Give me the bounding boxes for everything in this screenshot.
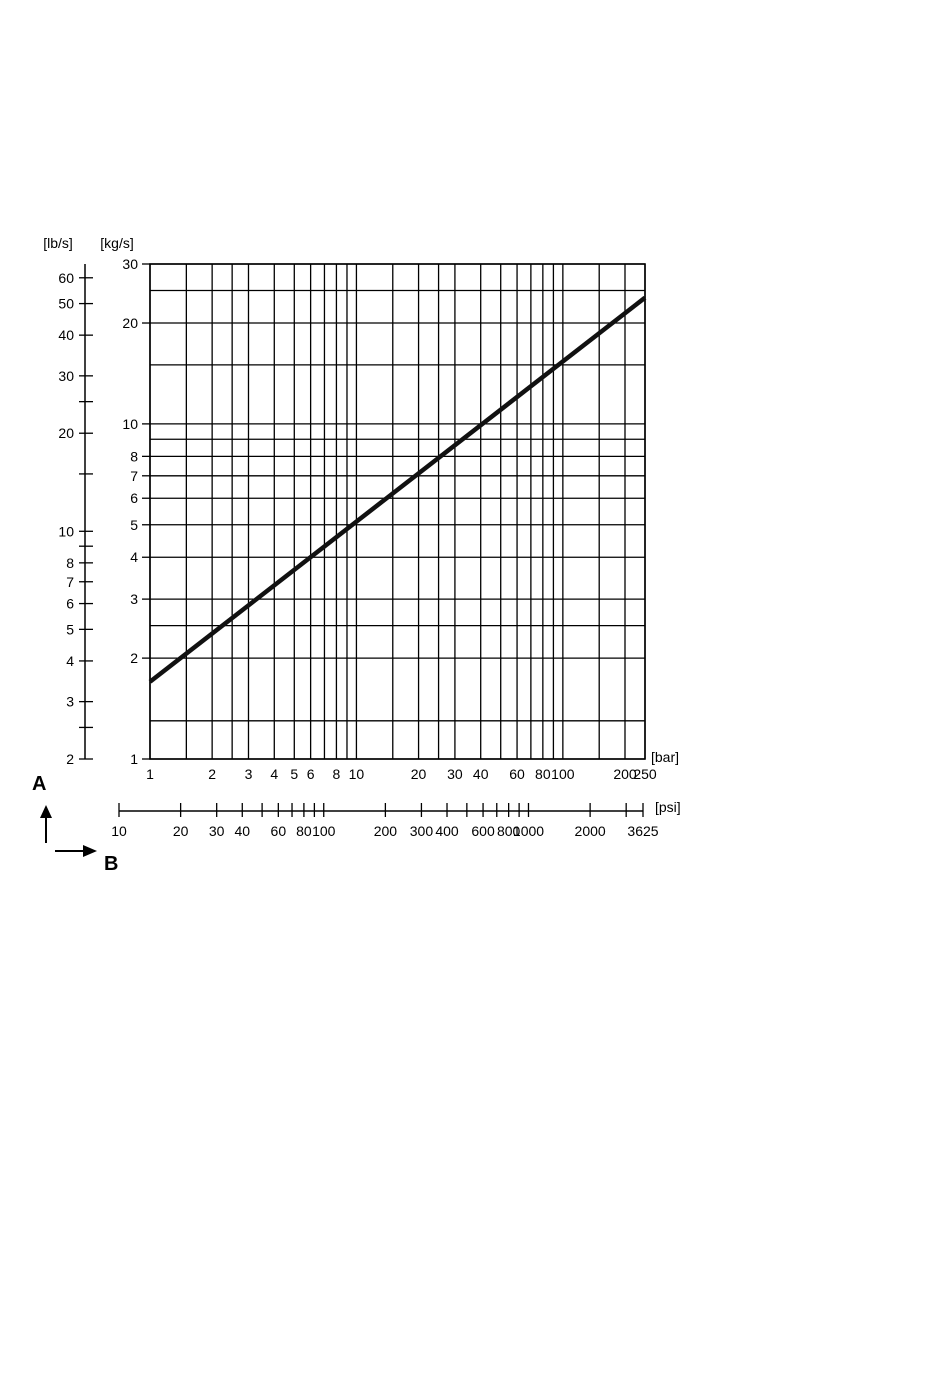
- x2-tick-label: 200: [374, 823, 398, 839]
- y-tick-label: 2: [130, 650, 138, 666]
- y2-tick-label: 30: [58, 368, 74, 384]
- x2-tick-label: 40: [234, 823, 250, 839]
- x-tick-label: 100: [551, 766, 575, 782]
- grid-layer: [149, 263, 646, 760]
- x2-tick-label: 300: [410, 823, 434, 839]
- y-tick-label: 7: [130, 468, 138, 484]
- corner-label-a: A: [32, 773, 46, 795]
- corner-label-b: B: [104, 853, 118, 875]
- x2-tick-label: 800: [497, 823, 521, 839]
- y2-tick-label: 2: [66, 751, 74, 767]
- x-tick-label: 2: [208, 766, 216, 782]
- y-tick-label: 5: [130, 517, 138, 533]
- x-unit-label: [bar]: [651, 749, 679, 765]
- y-tick-label: 6: [130, 490, 138, 506]
- x-tick-label: 20: [411, 766, 427, 782]
- y2-tick-label: 50: [58, 296, 74, 312]
- x-tick-label: 200: [613, 766, 637, 782]
- x-tick-label: 10: [349, 766, 365, 782]
- y-tick-label: 8: [130, 448, 138, 464]
- x-tick-label: 5: [290, 766, 298, 782]
- x2-unit-label: [psi]: [655, 799, 681, 815]
- x2-tick-label: 100: [312, 823, 336, 839]
- y2-tick-label: 20: [58, 425, 74, 441]
- x-tick-label: 80: [535, 766, 551, 782]
- y-tick-label: 1: [130, 751, 138, 767]
- x2-tick-label: 2000: [575, 823, 606, 839]
- y-unit-label: [kg/s]: [100, 235, 133, 251]
- y-tick-label: 20: [122, 315, 138, 331]
- arrow-right-icon: [55, 845, 97, 857]
- y2-unit-label: [lb/s]: [43, 235, 73, 251]
- x2-tick-label: 400: [435, 823, 459, 839]
- x-tick-label: 4: [270, 766, 278, 782]
- x2-tick-label: 20: [173, 823, 189, 839]
- x-tick-label: 250: [633, 766, 657, 782]
- x-tick-label: 6: [307, 766, 315, 782]
- series-layer: [148, 295, 647, 684]
- y2-tick-label: 4: [66, 653, 74, 669]
- x2-tick-label: 3625: [627, 823, 658, 839]
- y-tick-label: 4: [130, 549, 138, 565]
- x2-tick-label: 1000: [513, 823, 544, 839]
- series-line: [148, 295, 647, 684]
- tick-marks: [79, 263, 644, 817]
- y2-tick-label: 3: [66, 694, 74, 710]
- axes-layer: [84, 263, 646, 812]
- x2-tick-label: 10: [111, 823, 127, 839]
- x2-tick-label: 600: [471, 823, 495, 839]
- x-tick-label: 60: [509, 766, 525, 782]
- y-tick-label: 3: [130, 591, 138, 607]
- y2-tick-label: 60: [58, 270, 74, 286]
- x-tick-label: 1: [146, 766, 154, 782]
- y-tick-label: 10: [122, 416, 138, 432]
- x2-tick-label: 80: [296, 823, 312, 839]
- y2-tick-label: 6: [66, 596, 74, 612]
- y2-tick-label: 10: [58, 523, 74, 539]
- plot-frame: [149, 263, 646, 760]
- x-tick-label: 40: [473, 766, 489, 782]
- y2-tick-label: 7: [66, 574, 74, 590]
- y2-tick-label: 8: [66, 555, 74, 571]
- x-tick-label: 3: [245, 766, 253, 782]
- arrow-up-icon: [40, 805, 52, 843]
- y2-tick-label: 5: [66, 621, 74, 637]
- x-tick-label: 30: [447, 766, 463, 782]
- x-tick-label: 8: [333, 766, 341, 782]
- y-tick-label: 30: [122, 256, 138, 272]
- x2-tick-label: 60: [271, 823, 287, 839]
- y2-tick-label: 40: [58, 327, 74, 343]
- x2-tick-label: 30: [209, 823, 225, 839]
